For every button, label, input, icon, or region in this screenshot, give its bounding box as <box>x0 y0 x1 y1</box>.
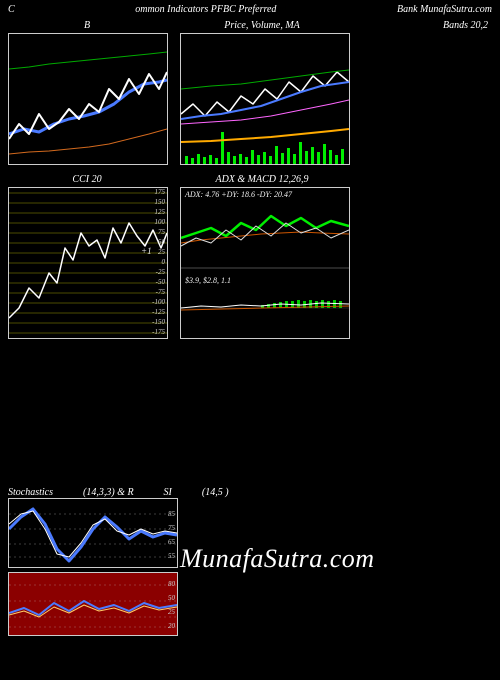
chart-adx-svg <box>181 188 349 338</box>
title-stoch: Stochastics <box>8 487 53 498</box>
cci-tick: 0 <box>162 259 166 266</box>
page-header: C ommon Indicators PFBC Preferred Bank M… <box>0 0 500 19</box>
row2-titles: CCI 20 ADX & MACD 12,26,9 <box>0 173 500 187</box>
chart-stoch-svg <box>9 499 177 567</box>
hdr-right: Bank MunafaSutra.com <box>397 4 492 15</box>
stoch-tick: 85 <box>168 511 175 518</box>
cci-tick: -150 <box>152 319 165 326</box>
row3-charts: 85 75 65 55 80 50 25 20 <box>0 498 500 636</box>
cci-tick: -125 <box>152 309 165 316</box>
cci-tick: 50 <box>158 239 165 246</box>
title-rsi-params: (14,5 ) <box>202 487 229 498</box>
title-bands: Bands 20,2 <box>358 19 492 33</box>
chart-price-ma-svg <box>181 34 349 164</box>
hdr-center: ommon Indicators PFBC Preferred <box>135 4 276 15</box>
row1-charts <box>0 33 500 165</box>
title-price-ma: Price, Volume, MA <box>178 19 346 33</box>
row1-titles: B Price, Volume, MA Bands 20,2 <box>0 19 500 33</box>
hdr-left: C <box>8 4 15 15</box>
chart-rsi-svg <box>9 573 177 635</box>
cci-tick: -50 <box>156 279 165 286</box>
cci-tick: 25 <box>158 249 165 256</box>
cci-tick: -25 <box>156 269 165 276</box>
rsi-tick: 20 <box>168 623 175 630</box>
chart-adx-macd: ADX: 4.76 +DY: 18.6 -DY: 20.47 $3.9, $2.… <box>180 187 350 339</box>
cci-tick: 125 <box>155 209 166 216</box>
rsi-tick: 50 <box>168 595 175 602</box>
title-adx-macd: ADX & MACD 12,26,9 <box>178 173 346 187</box>
stoch-tick: 65 <box>168 539 175 546</box>
rsi-tick: 25 <box>168 609 175 616</box>
row3-spacer <box>0 339 500 487</box>
cci-mark: +1 <box>141 246 152 256</box>
stoch-tick: 55 <box>168 553 175 560</box>
chart-bollinger-svg <box>9 34 167 164</box>
cci-tick: 175 <box>155 189 166 196</box>
chart-cci: 175 150 125 100 75 50 25 0 -25 -50 -75 -100 -125 -150… <box>8 187 168 339</box>
adx-values: ADX: 4.76 +DY: 18.6 -DY: 20.47 <box>185 190 292 199</box>
rsi-tick: 80 <box>168 581 175 588</box>
cci-tick: -75 <box>156 289 165 296</box>
title-cci: CCI 20 <box>8 173 166 187</box>
chart-cci-svg <box>9 188 167 338</box>
row3-titles: Stochastics (14,3,3) & R SI (14,5 ) <box>0 487 500 498</box>
macd-values: $3.9, $2.8, 1.1 <box>185 276 231 285</box>
chart-stochastics: 85 75 65 55 <box>8 498 178 568</box>
chart-rsi: 80 50 25 20 <box>8 572 178 636</box>
title-bollinger: B <box>8 19 166 33</box>
chart-bollinger <box>8 33 168 165</box>
cci-tick: 100 <box>155 219 166 226</box>
cci-tick: -100 <box>152 299 165 306</box>
cci-tick: 75 <box>158 229 165 236</box>
chart-price-ma <box>180 33 350 165</box>
title-rsi: SI <box>164 487 172 498</box>
stoch-tick: 75 <box>168 525 175 532</box>
cci-tick: -175 <box>152 329 165 336</box>
cci-tick: 150 <box>155 199 166 206</box>
title-stoch-params: (14,3,3) & R <box>83 487 134 498</box>
row2-charts: 175 150 125 100 75 50 25 0 -25 -50 -75 -100 -125 -150… <box>0 187 500 339</box>
